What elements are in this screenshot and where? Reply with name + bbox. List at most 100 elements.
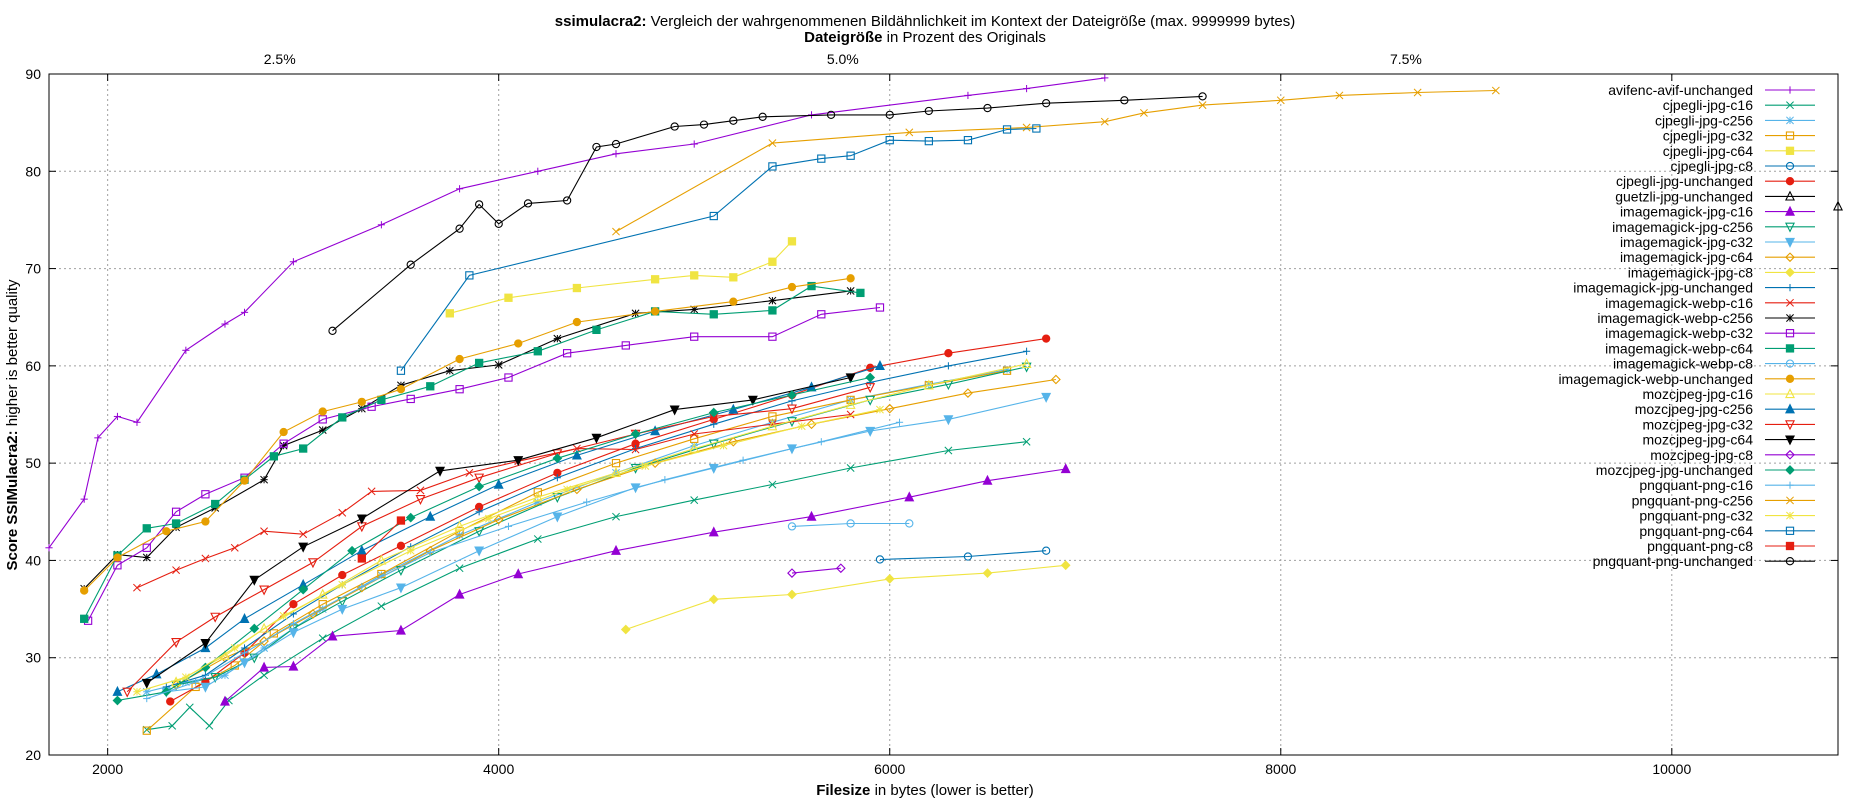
legend-entry: cjpegli-jpg-c8 xyxy=(1671,158,1815,174)
x-tick-label: 4000 xyxy=(483,761,514,777)
legend-entry: imagemagick-webp-c32 xyxy=(1605,325,1815,341)
data-point xyxy=(307,558,318,569)
legend-label: imagemagick-webp-c32 xyxy=(1605,325,1753,341)
data-point xyxy=(328,326,337,335)
data-point xyxy=(94,434,102,442)
series-line xyxy=(83,285,861,620)
data-point xyxy=(1785,222,1795,233)
data-point xyxy=(1335,91,1344,100)
data-point xyxy=(1785,388,1795,399)
data-point xyxy=(876,405,884,414)
data-point xyxy=(708,407,719,418)
data-point xyxy=(396,366,406,375)
data-point xyxy=(493,478,504,489)
data-point xyxy=(787,282,797,292)
series-line xyxy=(332,95,1203,332)
series-guetzli-jpg-unchanged xyxy=(1833,200,1843,211)
data-point xyxy=(1022,347,1031,355)
series-line xyxy=(83,277,851,591)
data-point xyxy=(474,200,484,209)
data-point xyxy=(201,517,210,526)
data-point xyxy=(1060,560,1071,571)
data-point xyxy=(826,110,836,120)
data-point xyxy=(504,293,513,302)
data-point xyxy=(513,456,524,467)
x2-tick-label: 5.0% xyxy=(827,51,859,67)
data-point xyxy=(553,474,561,482)
data-point xyxy=(289,258,297,266)
data-point xyxy=(406,546,415,555)
series-line xyxy=(625,564,1066,631)
data-point xyxy=(133,418,141,426)
data-point xyxy=(406,260,415,269)
data-point xyxy=(1785,403,1795,414)
legend-label: imagemagick-jpg-c16 xyxy=(1620,204,1753,220)
data-point xyxy=(552,453,563,464)
series-line xyxy=(166,396,1047,693)
data-point xyxy=(768,296,777,305)
legend-label: imagemagick-webp-c256 xyxy=(1597,310,1753,326)
data-point xyxy=(269,452,278,461)
data-point xyxy=(1002,125,1012,134)
data-point xyxy=(1786,481,1794,489)
series-line xyxy=(879,550,1047,561)
data-point xyxy=(259,661,270,672)
data-point xyxy=(396,516,406,525)
data-point xyxy=(631,309,640,318)
data-point xyxy=(367,487,376,496)
data-point xyxy=(112,685,123,696)
data-point xyxy=(221,320,229,328)
data-point xyxy=(963,136,973,145)
data-point xyxy=(875,303,885,312)
series-line xyxy=(791,567,841,574)
data-point xyxy=(1786,101,1794,110)
data-point xyxy=(504,373,513,382)
data-point xyxy=(1785,465,1795,475)
data-point xyxy=(1786,116,1794,125)
data-point xyxy=(1785,146,1795,155)
data-point xyxy=(572,283,582,293)
data-point xyxy=(338,580,347,589)
legend-label: cjpegli-jpg-c256 xyxy=(1655,112,1753,128)
series-line xyxy=(146,441,1027,731)
data-point xyxy=(611,458,621,468)
data-point xyxy=(377,395,386,405)
legend-label: imagemagick-webp-c16 xyxy=(1605,295,1753,311)
legend: avifenc-avif-unchangedcjpegli-jpg-c16cjp… xyxy=(1558,82,1815,569)
data-point xyxy=(396,385,406,394)
series-line xyxy=(136,413,851,589)
data-point xyxy=(708,594,719,605)
data-point xyxy=(455,385,464,394)
data-point xyxy=(533,535,542,543)
data-point xyxy=(923,379,934,390)
series-line xyxy=(175,378,1056,686)
data-point xyxy=(807,281,816,291)
legend-label: imagemagick-jpg-c32 xyxy=(1620,234,1753,250)
data-point xyxy=(817,438,825,446)
series-pngquant-png-c16 xyxy=(143,418,904,703)
data-point xyxy=(1785,449,1795,460)
data-point xyxy=(768,480,777,489)
data-point xyxy=(768,162,777,171)
data-point xyxy=(690,140,698,148)
data-point xyxy=(200,638,211,649)
data-point xyxy=(171,637,182,648)
data-point xyxy=(465,271,474,280)
series-mozcjpeg-jpg-c16 xyxy=(171,358,1032,687)
legend-label: pngquant-png-unchanged xyxy=(1593,553,1753,569)
data-point xyxy=(279,427,288,437)
data-point xyxy=(787,390,797,400)
data-point xyxy=(435,466,446,477)
data-point xyxy=(856,288,865,298)
data-point xyxy=(475,508,483,516)
legend-entry: imagemagick-webp-c256 xyxy=(1597,310,1815,326)
data-point xyxy=(905,519,914,528)
data-point xyxy=(1785,267,1795,278)
data-point xyxy=(1785,131,1795,140)
legend-label: cjpegli-jpg-c32 xyxy=(1663,128,1753,144)
data-point xyxy=(133,687,141,696)
data-point xyxy=(641,462,650,471)
data-point xyxy=(239,612,250,623)
data-point xyxy=(357,397,366,407)
data-point xyxy=(318,634,327,643)
